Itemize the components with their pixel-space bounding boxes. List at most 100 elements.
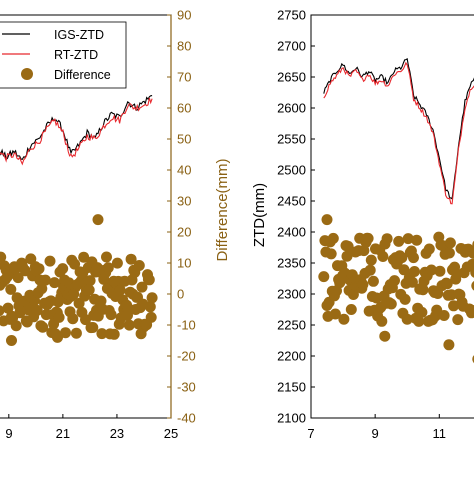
difference-point (123, 319, 135, 331)
y-tick-label: -20 (177, 349, 196, 364)
difference-point (385, 298, 397, 310)
left-difference-points (0, 214, 158, 346)
difference-point (0, 251, 7, 263)
y-tick-label: 2150 (277, 380, 306, 395)
difference-point (49, 277, 60, 289)
legend-igs-label: IGS-ZTD (54, 28, 104, 42)
difference-point (136, 281, 148, 293)
difference-point (70, 327, 82, 339)
left-x-axis: 9 21 23 25 (5, 414, 178, 441)
difference-point (381, 233, 393, 245)
difference-point (80, 314, 91, 326)
rt-ztd-line (323, 61, 474, 205)
difference-point (452, 314, 464, 326)
y-tick-label: 2250 (277, 318, 306, 333)
difference-point (468, 247, 474, 259)
difference-point (87, 322, 99, 333)
difference-point (411, 234, 423, 246)
y-tick-label: 2450 (277, 194, 306, 209)
x-tick-label: 11 (433, 426, 447, 441)
difference-point (69, 258, 81, 270)
right-ztd-lines (323, 58, 474, 205)
difference-point (321, 214, 333, 226)
difference-point (37, 321, 49, 333)
difference-point (444, 237, 456, 249)
left-right-y-axis: 90 80 70 60 50 40 30 20 10 0 -10 -20 -30 -40 (167, 8, 196, 426)
difference-point (408, 252, 419, 264)
rt-ztd-line (0, 97, 153, 166)
difference-point (6, 335, 17, 346)
difference-point (345, 304, 357, 315)
left-ztd-lines (0, 95, 153, 166)
difference-point (358, 245, 370, 257)
y-tick-label: 2500 (277, 163, 306, 178)
x-tick-label: 9 (372, 426, 379, 441)
y-tick-label: 10 (177, 256, 191, 271)
y-tick-label: 60 (177, 101, 191, 116)
y-tick-label: 70 (177, 70, 191, 85)
right-plot-frame (310, 14, 474, 419)
difference-point (377, 251, 389, 262)
difference-point (364, 264, 376, 276)
difference-point (33, 263, 45, 275)
right-left-y-axis: 2750 2700 2650 2600 2550 2500 2450 2400 2350 2300… (277, 8, 315, 426)
difference-point (409, 266, 420, 277)
difference-point (31, 304, 43, 316)
difference-point (143, 274, 155, 286)
difference-point (96, 328, 108, 340)
difference-point (467, 258, 474, 270)
difference-point (102, 262, 114, 274)
y-tick-label: 80 (177, 39, 191, 54)
legend: IGS-ZTD RT-ZTD Difference (0, 21, 127, 89)
difference-point (441, 278, 453, 290)
y-tick-label: 50 (177, 132, 191, 147)
difference-point (362, 232, 374, 244)
difference-point (448, 300, 460, 312)
difference-point (44, 255, 56, 267)
difference-point (376, 315, 388, 327)
difference-point (10, 320, 22, 332)
difference-point (398, 264, 410, 276)
y-tick-label: 90 (177, 8, 191, 23)
difference-point (438, 310, 450, 321)
difference-point (417, 284, 429, 296)
y-tick-label: 20 (177, 225, 191, 240)
right-x-axis: 7 9 11 (307, 414, 446, 441)
difference-point (12, 272, 24, 284)
difference-point (470, 267, 474, 278)
difference-point (413, 315, 425, 327)
difference-point (338, 313, 350, 325)
difference-point (393, 235, 405, 247)
difference-point (367, 275, 379, 287)
difference-point (95, 295, 107, 307)
difference-axis-title: Difference(mm) (214, 158, 231, 261)
difference-point (5, 283, 17, 295)
difference-point (327, 232, 339, 244)
difference-point (53, 311, 65, 323)
x-tick-label: 25 (164, 426, 178, 441)
y-tick-label: 2200 (277, 349, 306, 364)
difference-point (39, 274, 51, 286)
difference-point (379, 330, 391, 342)
y-tick-label: 2600 (277, 101, 306, 116)
y-tick-label: 2700 (277, 39, 306, 54)
difference-point (341, 250, 353, 262)
difference-point (425, 264, 437, 276)
difference-point (52, 331, 63, 343)
x-tick-label: 9 (5, 426, 12, 441)
y-tick-label: 30 (177, 194, 191, 209)
difference-point (114, 284, 126, 296)
y-tick-label: 2750 (277, 8, 306, 23)
y-tick-label: 0 (177, 287, 184, 302)
difference-point (443, 247, 455, 259)
difference-point (60, 327, 71, 339)
right-chart-panel: 7 9 11 2750 2700 2650 2600 2550 2500 2450 2400 235… (251, 8, 474, 441)
igs-ztd-line (0, 95, 153, 161)
difference-point (78, 251, 90, 263)
difference-point (406, 276, 418, 288)
difference-point (105, 309, 117, 321)
x-tick-label: 21 (56, 426, 70, 441)
difference-point (84, 275, 96, 287)
difference-point (389, 275, 400, 287)
